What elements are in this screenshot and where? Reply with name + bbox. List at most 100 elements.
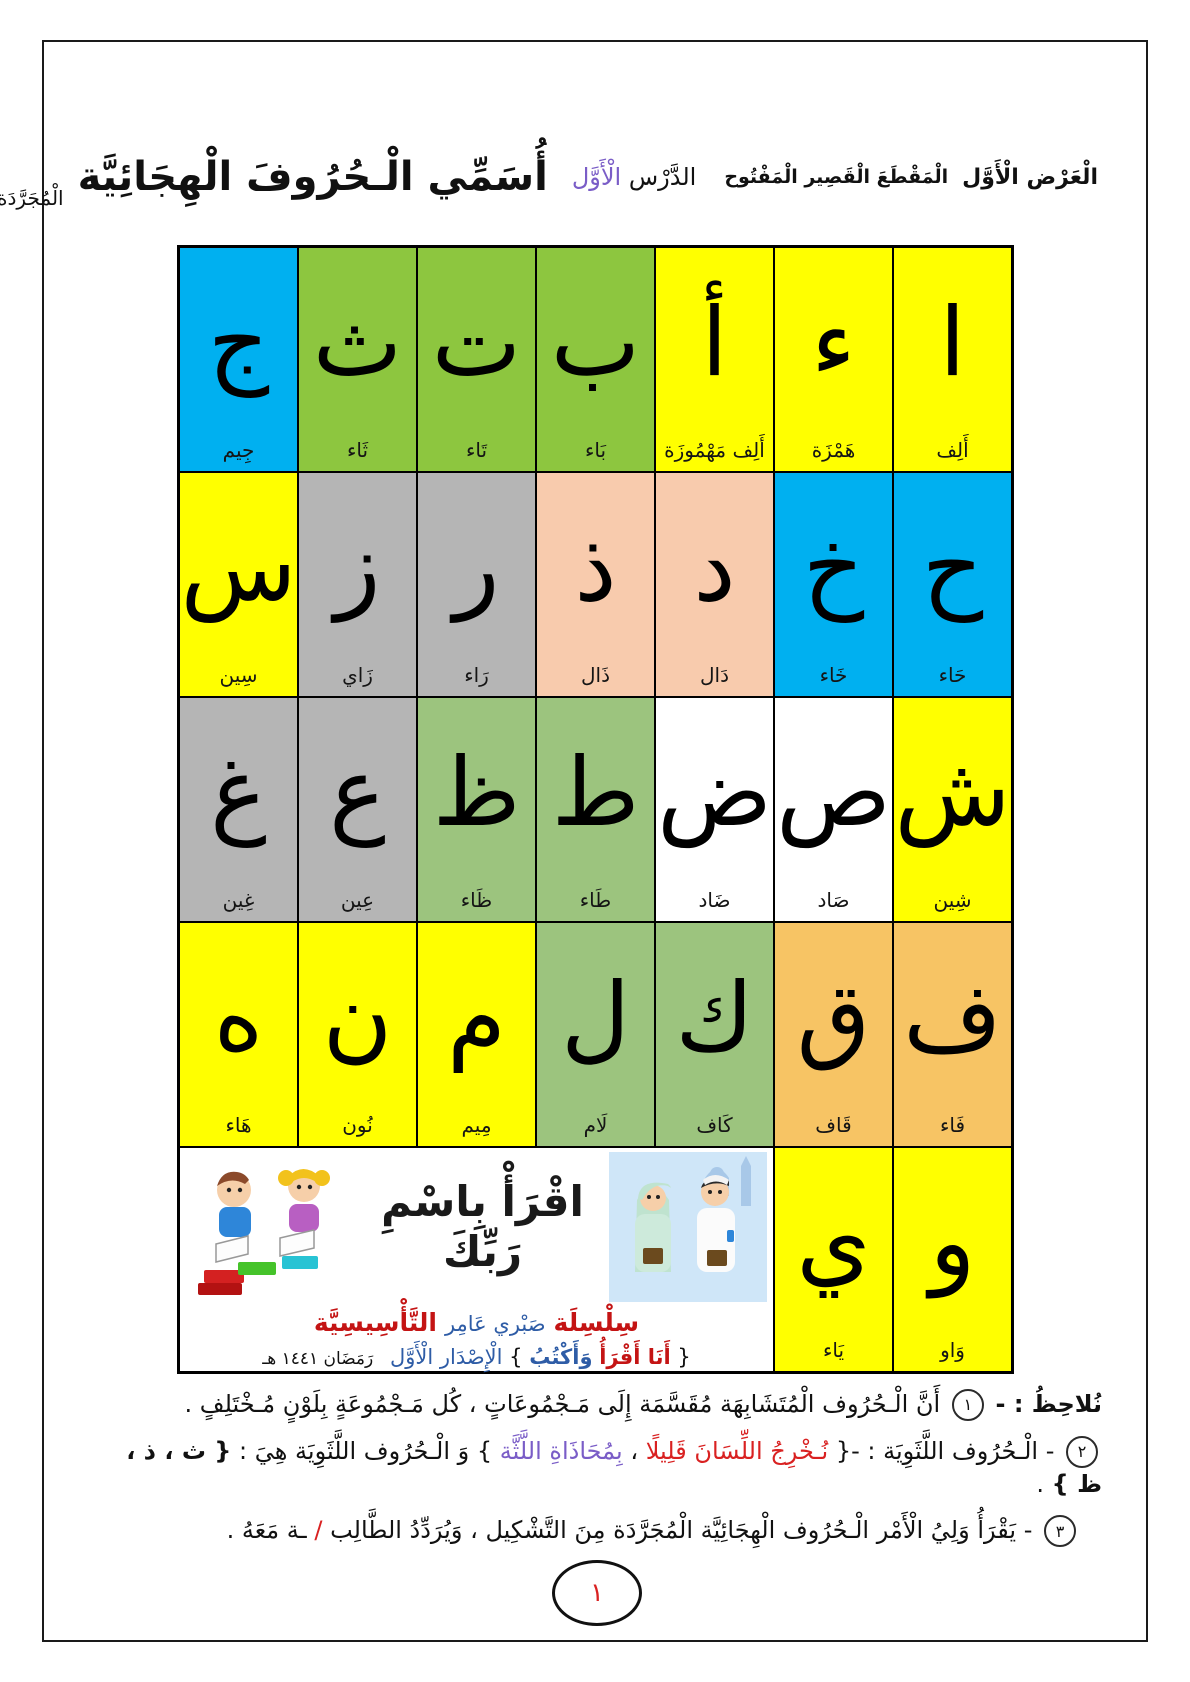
- letter-glyph: ط: [551, 737, 640, 848]
- letter-name: ثَاء: [346, 438, 369, 462]
- letter-glyph: ء: [811, 287, 856, 398]
- quran-children-icon: [609, 1152, 767, 1302]
- letter-name: وَاو: [940, 1338, 965, 1362]
- header: الْعَرْض الْأَوَّل الْمَقْطَعَ الْقَصِير…: [0, 138, 1098, 216]
- notes-heading: نُلاحِظُ : -: [995, 1390, 1103, 1418]
- note-2-red-text: نُـخْرِجُ اللِّسَانَ قَلِيلًا: [645, 1437, 829, 1465]
- letter-glyph: و: [929, 1187, 976, 1298]
- letter-cell-alif: ا أَلِف: [893, 247, 1012, 472]
- note-2-pre: - الْـحُرُوف اللَّثَوِيَة : -{: [835, 1437, 1055, 1465]
- letter-glyph: ز: [334, 512, 381, 623]
- edition-slogan-blue: وَأَكْتُبُ: [529, 1345, 593, 1369]
- letter-glyph: غ: [210, 737, 267, 848]
- letter-glyph: خ: [802, 512, 865, 623]
- edition-slogan-red: أَنَا أَقْرَأُ: [599, 1345, 671, 1369]
- note-2-end: .: [1036, 1470, 1044, 1498]
- edition-label: الْإِصْدَار الْأَوَّل: [389, 1345, 503, 1369]
- letter-cell-tha: ث ثَاء: [298, 247, 417, 472]
- notes-section: نُلاحِظُ : - ١ أَنَّ الْـحُرُوف الْمُتَش…: [95, 1388, 1102, 1561]
- letter-cell-sad: ص صَاد: [774, 697, 893, 922]
- letter-name: أَلِف: [936, 438, 969, 462]
- letter-cell-ha: ه هَاء: [179, 922, 298, 1147]
- letter-cell-jim: ج جِيم: [179, 247, 298, 472]
- note-line-2: ٢ - الْـحُرُوف اللَّثَوِيَة : -{ نُـخْرِ…: [95, 1435, 1102, 1500]
- letter-glyph: ه: [213, 962, 264, 1073]
- students-studying-icon: [186, 1152, 356, 1302]
- letter-glyph: ف: [903, 962, 1002, 1073]
- letter-glyph: ع: [329, 737, 386, 848]
- letter-name: جِيم: [222, 438, 255, 462]
- lesson-number: الْأَوَّل: [571, 163, 622, 191]
- letter-name: يَاء: [822, 1338, 845, 1362]
- note-3-slash: /: [314, 1516, 323, 1545]
- letter-name: سِين: [219, 663, 258, 687]
- letter-name: كَاف: [696, 1113, 733, 1137]
- note-2-comma: ،: [630, 1437, 639, 1465]
- edition-date: رَمَضَان ١٤٤١ هـ: [262, 1349, 374, 1369]
- circled-number-3: ٣: [1044, 1515, 1076, 1548]
- letter-name: رَاء: [464, 663, 489, 687]
- letter-cell-tta: ط طَاء: [536, 697, 655, 922]
- series-word: التَّأْسِيسِيَّة: [313, 1308, 437, 1337]
- letter-glyph: ح: [921, 512, 984, 623]
- letter-name: حَاء: [938, 663, 967, 687]
- letter-glyph: ر: [453, 512, 500, 623]
- letter-cell-ya: ي يَاء: [774, 1147, 893, 1372]
- page-number-badge: ١: [552, 1560, 642, 1626]
- letter-glyph: ي: [796, 1187, 871, 1298]
- calligraphy-text: اقْرَأْ بِاسْمِ رَبِّكَ: [381, 1176, 584, 1276]
- letter-name: مِيم: [461, 1113, 492, 1137]
- series-title-line: سِلْسِلَة صَبْري عَامِر التَّأْسِيسِيَّة: [186, 1308, 767, 1337]
- letter-name: نُون: [342, 1113, 373, 1137]
- letter-name: ضَاد: [698, 888, 731, 912]
- note-2-letters: { ث ، ذ ، ظ }: [126, 1437, 1102, 1498]
- note-3-post: ـة مَعَهُ .: [226, 1516, 307, 1545]
- letter-name: هَاء: [225, 1113, 252, 1137]
- letter-name: خَاء: [819, 663, 848, 687]
- letter-cell-dhal: ذ ذَال: [536, 472, 655, 697]
- letter-cell-zha: ظ ظَاء: [417, 697, 536, 922]
- letter-cell-dad: ض ضَاد: [655, 697, 774, 922]
- letter-name: طَاء: [579, 888, 612, 912]
- edition-line: { أَنَا أَقْرَأُ وَأَكْتُبُ } الْإِصْدَا…: [186, 1345, 767, 1369]
- letter-glyph: ص: [776, 737, 891, 848]
- letter-glyph: ن: [322, 962, 393, 1073]
- letter-name: تَاء: [465, 438, 488, 462]
- letter-name: عِين: [340, 888, 375, 912]
- letter-cell-ta: ت تَاء: [417, 247, 536, 472]
- letter-glyph: د: [693, 512, 736, 623]
- lesson-word: الدَّرْس: [628, 163, 697, 191]
- letter-glyph: ض: [657, 737, 772, 848]
- letter-glyph: ك: [675, 962, 754, 1073]
- letter-name: زَاي: [342, 663, 373, 687]
- letter-cell-ghayn: غ غِين: [179, 697, 298, 922]
- letter-cell-sin: س سِين: [179, 472, 298, 697]
- letter-name: فَاء: [939, 1113, 966, 1137]
- note-line-3: ٣ - يَقْرَأُ وَلِيُ الْأَمْر الْـحُرُوف …: [95, 1514, 1102, 1548]
- letter-glyph: ج: [207, 287, 270, 398]
- circled-number-1: ١: [951, 1389, 984, 1421]
- letter-glyph: ب: [550, 287, 641, 398]
- letter-glyph: ل: [560, 962, 631, 1073]
- letter-name: لَام: [583, 1113, 608, 1137]
- letter-name: ذَال: [581, 663, 610, 687]
- letter-name: قَاف: [815, 1113, 852, 1137]
- letter-glyph: ش: [894, 737, 1011, 848]
- letter-name: بَاء: [584, 438, 607, 462]
- page-title: أُسَمِّي الْـحُرُوفَ الْهِجَائِيَّة: [77, 154, 548, 200]
- letter-cell-ra: ر رَاء: [417, 472, 536, 697]
- letter-name: شِين: [933, 888, 972, 912]
- letter-cell-hha: ح حَاء: [893, 472, 1012, 697]
- letter-cell-alif-mahmuza: أ أَلِف مَهْمُوزَة: [655, 247, 774, 472]
- letter-glyph: م: [447, 962, 506, 1073]
- page-subtitle: الْمُجَرَّدَة مِنَ التَّشْكِيل: [0, 186, 64, 210]
- alphabet-grid: ا أَلِف ء هَمْزَة أ أَلِف مَهْمُوزَة ب ب…: [177, 245, 1014, 1374]
- series-word: سِلْسِلَة: [553, 1308, 640, 1337]
- letter-name: ظَاء: [460, 888, 493, 912]
- letter-cell-shin: ش شِين: [893, 697, 1012, 922]
- letter-name: صَاد: [817, 888, 850, 912]
- note-2-purple-text: بِمُحَاذَاةِ اللَّثَّة: [499, 1437, 623, 1465]
- letter-cell-fa: ف فَاء: [893, 922, 1012, 1147]
- letter-glyph: س: [180, 512, 297, 623]
- letter-cell-waw: و وَاو: [893, 1147, 1012, 1372]
